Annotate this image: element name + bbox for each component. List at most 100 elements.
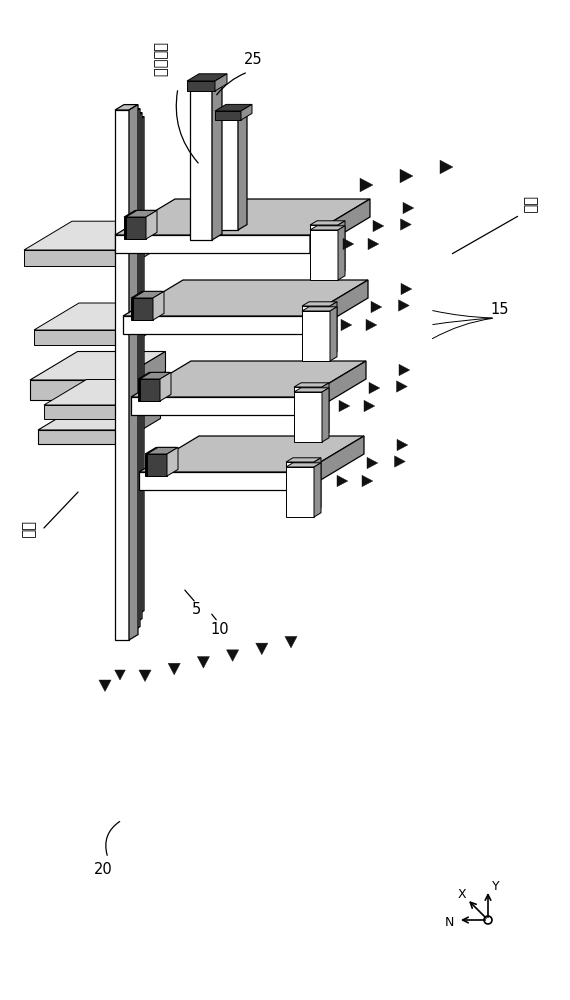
Circle shape <box>484 916 492 924</box>
Polygon shape <box>129 105 138 640</box>
Polygon shape <box>115 110 129 640</box>
Polygon shape <box>124 210 155 217</box>
Polygon shape <box>341 319 352 331</box>
Text: 存储单元: 存储单元 <box>153 42 168 78</box>
Polygon shape <box>373 220 384 232</box>
Polygon shape <box>131 291 162 298</box>
Text: 20: 20 <box>93 862 112 878</box>
Polygon shape <box>338 221 345 275</box>
Polygon shape <box>147 454 167 476</box>
Polygon shape <box>302 302 337 306</box>
Polygon shape <box>294 392 322 442</box>
Text: 15: 15 <box>491 302 509 318</box>
Polygon shape <box>286 463 321 467</box>
Polygon shape <box>360 178 373 192</box>
Polygon shape <box>368 238 379 250</box>
Text: 位线: 位线 <box>21 521 35 539</box>
Polygon shape <box>215 74 227 91</box>
Polygon shape <box>343 238 354 250</box>
Polygon shape <box>215 104 252 111</box>
Polygon shape <box>118 352 165 400</box>
Polygon shape <box>158 372 169 401</box>
Polygon shape <box>310 225 338 275</box>
Polygon shape <box>167 447 178 476</box>
Polygon shape <box>364 400 375 412</box>
Polygon shape <box>34 330 129 345</box>
Polygon shape <box>302 307 337 311</box>
Polygon shape <box>339 400 350 412</box>
Text: 25: 25 <box>244 52 262 68</box>
Polygon shape <box>238 110 247 230</box>
Text: X: X <box>458 888 466 900</box>
Polygon shape <box>129 379 172 419</box>
Polygon shape <box>241 104 252 120</box>
Polygon shape <box>144 210 155 239</box>
Polygon shape <box>121 122 135 616</box>
Polygon shape <box>218 110 247 115</box>
Polygon shape <box>310 199 370 253</box>
Polygon shape <box>165 447 176 476</box>
Polygon shape <box>294 388 329 392</box>
Polygon shape <box>398 300 409 311</box>
Polygon shape <box>362 475 373 487</box>
Polygon shape <box>314 458 321 512</box>
Polygon shape <box>30 352 165 380</box>
Polygon shape <box>367 457 378 469</box>
Polygon shape <box>153 291 164 320</box>
Polygon shape <box>146 447 177 454</box>
Polygon shape <box>123 280 368 316</box>
Polygon shape <box>401 283 412 295</box>
Polygon shape <box>218 115 238 230</box>
Polygon shape <box>99 680 111 692</box>
Polygon shape <box>139 670 151 682</box>
Polygon shape <box>133 291 164 298</box>
Polygon shape <box>399 364 410 376</box>
Polygon shape <box>115 105 138 110</box>
Polygon shape <box>286 467 314 517</box>
Polygon shape <box>118 404 161 444</box>
Polygon shape <box>115 670 125 680</box>
Polygon shape <box>115 235 310 253</box>
Polygon shape <box>197 657 210 668</box>
Polygon shape <box>366 319 377 331</box>
Polygon shape <box>394 456 405 467</box>
Text: Y: Y <box>492 880 500 892</box>
Polygon shape <box>322 383 329 437</box>
Polygon shape <box>403 202 414 214</box>
Polygon shape <box>294 387 322 437</box>
Text: N: N <box>444 916 454 928</box>
Polygon shape <box>145 447 176 454</box>
Polygon shape <box>119 113 142 118</box>
Polygon shape <box>147 447 178 454</box>
Polygon shape <box>310 230 338 280</box>
Text: 10: 10 <box>211 622 229 638</box>
Polygon shape <box>400 169 413 183</box>
Polygon shape <box>256 643 268 655</box>
Polygon shape <box>132 298 152 320</box>
Polygon shape <box>308 280 368 334</box>
Polygon shape <box>322 388 329 442</box>
Polygon shape <box>121 117 144 122</box>
Polygon shape <box>190 79 222 85</box>
Polygon shape <box>152 291 163 320</box>
Polygon shape <box>135 117 144 616</box>
Polygon shape <box>401 219 412 230</box>
Polygon shape <box>24 250 129 266</box>
Polygon shape <box>126 210 157 217</box>
Polygon shape <box>129 221 177 266</box>
Polygon shape <box>132 291 163 298</box>
Polygon shape <box>140 379 160 401</box>
Polygon shape <box>151 291 162 320</box>
Polygon shape <box>337 475 348 487</box>
Polygon shape <box>38 430 118 444</box>
Polygon shape <box>131 397 306 415</box>
Polygon shape <box>302 311 330 361</box>
Polygon shape <box>138 379 158 401</box>
Polygon shape <box>440 160 453 174</box>
Polygon shape <box>139 379 159 401</box>
Polygon shape <box>129 303 174 345</box>
Polygon shape <box>115 199 370 235</box>
Polygon shape <box>140 372 171 379</box>
Polygon shape <box>369 382 380 394</box>
Polygon shape <box>330 307 337 361</box>
